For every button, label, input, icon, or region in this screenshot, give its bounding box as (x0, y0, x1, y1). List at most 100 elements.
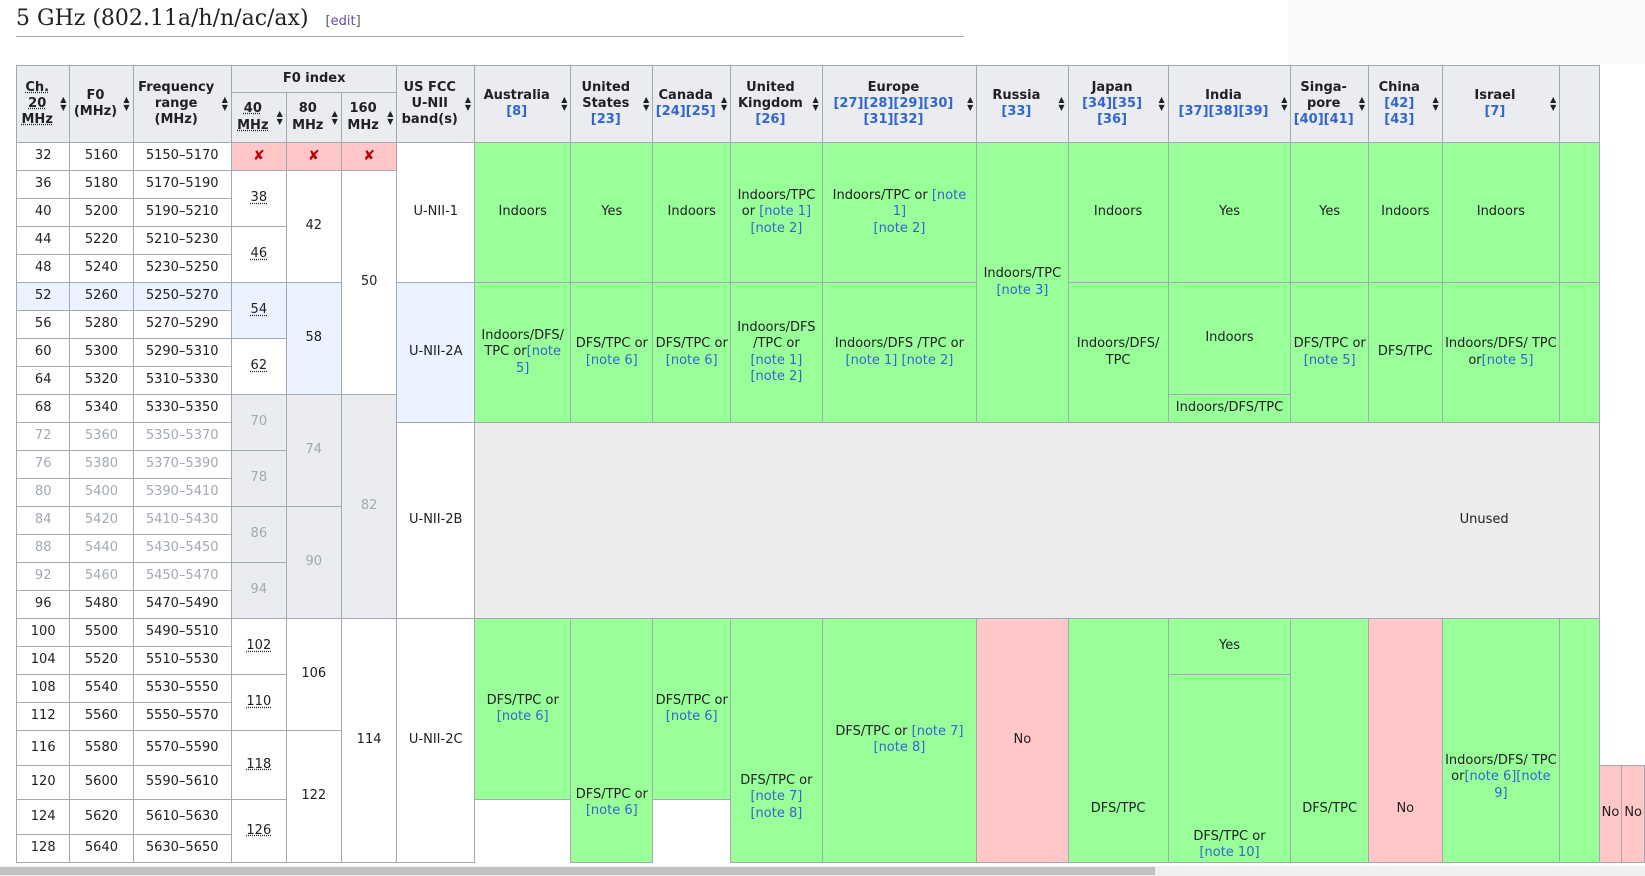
col-header-40mhz[interactable]: 40 MHz ▲ ▼ (230, 92, 287, 143)
col-header-united-kingdom[interactable]: United Kingdom [26] ▲ ▼ (730, 65, 823, 143)
cell-next (1559, 282, 1600, 423)
col-header-india[interactable]: India [37][38][39] ▲ ▼ (1167, 65, 1292, 143)
ref-link[interactable]: [27][28][29][30][31][32] (833, 95, 954, 128)
col-header-channel[interactable]: Ch. 20 MHz ▲ ▼ (16, 65, 71, 143)
cell-australia: Indoors (474, 142, 572, 283)
note-link[interactable]: [note 3] (996, 282, 1049, 298)
note-link[interactable]: [note 6] (665, 709, 718, 724)
cell-freq-range: 5470–5490 (132, 590, 232, 619)
country-name: Japan (1091, 79, 1133, 95)
edit-bracket-open: [ (325, 14, 331, 29)
table-row: 124 5620 5610–5630 126 (16, 799, 1645, 863)
note-link[interactable]: [note 6] (585, 803, 638, 819)
cell-singapore: DFS/TPC (1290, 618, 1369, 863)
cell-freq-range: 5250–5270 (132, 282, 232, 311)
cell-israel: Indoors/DFS/ TPC or[note 6][note 9] (1441, 618, 1561, 863)
note-link[interactable]: [note 9] (1494, 769, 1551, 801)
col-header-israel[interactable]: Israel [7] ▲ ▼ (1441, 65, 1561, 143)
ref-link[interactable]: [23] (590, 112, 621, 128)
ref-link[interactable]: [26] (755, 112, 786, 128)
cell-australia: DFS/TPC or [note 6] (474, 618, 572, 800)
horizontal-scrollbar[interactable] (0, 866, 1645, 876)
table-row: 112 5560 5550–5570 (16, 702, 1645, 731)
note-link[interactable]: [note 6] (585, 352, 638, 368)
sort-icon: ▲ ▼ (464, 95, 472, 112)
note-link[interactable]: [note 6] (665, 352, 718, 368)
ref-link[interactable]: [37][38][39] (1178, 104, 1269, 119)
note-link[interactable]: [note 1] (845, 352, 898, 368)
note-link[interactable]: [note 2] (901, 352, 954, 368)
col-header-china[interactable]: China [42][43] ▲ ▼ (1367, 65, 1443, 143)
note-link[interactable]: [note 5] (1481, 352, 1534, 368)
col-header-united-states[interactable]: United States [23] ▲ ▼ (570, 65, 654, 143)
cell-singapore: Yes (1290, 142, 1369, 283)
ref-link[interactable]: [34][35][36] (1082, 95, 1143, 128)
note-link[interactable]: [note 5] (516, 344, 562, 376)
cell-australia: No (1598, 764, 1623, 863)
cell-united-states: DFS/TPC or [note 6] (570, 282, 654, 423)
sort-icon: ▲ ▼ (1550, 95, 1557, 112)
note-link[interactable]: [note 2] (873, 220, 926, 236)
ref-link[interactable]: [8] (506, 104, 528, 119)
col-header-russia[interactable]: Russia [33] ▲ ▼ (976, 65, 1069, 143)
col-header-europe[interactable]: Europe [27][28][29][30][31][32] ▲ ▼ (821, 65, 978, 143)
cell-europe: Indoors/DFS /TPC or [note 1] [note 2] (821, 282, 978, 423)
note-link[interactable]: [note 10] (1199, 845, 1260, 861)
col-header-160mhz[interactable]: 160 MHz ▲ ▼ (340, 92, 398, 143)
cell-text: Indoors/DFS/ TPC or (1445, 753, 1557, 785)
edit-link[interactable]: edit (330, 14, 356, 29)
col-header-canada[interactable]: Canada [24][25] ▲ ▼ (652, 65, 732, 143)
cell-band: U-NII-1 (396, 142, 476, 283)
not-available-icon: ✘ (340, 142, 398, 171)
cell-f0: 5360 (69, 422, 134, 451)
ref-link[interactable]: [24][25] (655, 104, 716, 119)
cell-india: Yes (1167, 618, 1292, 675)
country-name: United Kingdom (737, 79, 803, 111)
col-label-channel: Ch. 20 MHz (21, 79, 53, 128)
cell-united-kingdom: Indoors/TPC or [note 1] [note 2] (730, 142, 823, 283)
ref-link[interactable]: [42][43] (1384, 95, 1415, 128)
table-row: 56 5280 5270–5290 (16, 310, 1645, 339)
table-row: 96 5480 5470–5490 (16, 590, 1645, 619)
col-header-f0[interactable]: F0 (MHz) ▲ ▼ (69, 65, 134, 143)
col-label-80mhz: 80 MHz (292, 101, 324, 133)
note-link[interactable]: [note 2] (750, 220, 803, 236)
note-link[interactable]: [note 7] (750, 789, 803, 805)
cell-channel: 36 (16, 170, 71, 199)
note-link[interactable]: [note 6] (1464, 769, 1517, 785)
note-link[interactable]: [note 1] (759, 204, 812, 220)
note-link[interactable]: [note 6] (496, 709, 549, 724)
cell-channel: 96 (16, 590, 71, 619)
sort-icon: ▲ ▼ (1281, 95, 1288, 112)
table-row: 76 5380 5370–5390 78 (16, 450, 1645, 507)
col-header-freq-range[interactable]: Frequency range (MHz) ▲ ▼ (132, 65, 232, 143)
scrollbar-thumb[interactable] (0, 867, 1155, 875)
not-available-icon: ✘ (285, 142, 342, 171)
note-link[interactable]: [note 8] (873, 740, 926, 756)
col-header-australia[interactable]: Australia [8] ▲ ▼ (474, 65, 572, 143)
note-link[interactable]: [note 1] (892, 188, 967, 220)
note-link[interactable]: [note 2] (750, 368, 803, 384)
cell-index-80: 122 (285, 730, 342, 863)
cell-f0: 5500 (69, 618, 134, 647)
cell-freq-range: 5210–5230 (132, 226, 232, 255)
note-link[interactable]: [note 7] (911, 724, 964, 739)
col-header-80mhz[interactable]: 80 MHz ▲ ▼ (285, 92, 342, 143)
cell-channel: 72 (16, 422, 71, 451)
note-link[interactable]: [note 8] (750, 805, 803, 821)
cell-freq-range: 5190–5210 (132, 198, 232, 227)
ref-link[interactable]: [40][41] (1293, 112, 1354, 128)
cell-f0: 5160 (69, 142, 134, 171)
note-link[interactable]: [note 1] (750, 352, 803, 368)
ref-link[interactable]: [33] (1001, 104, 1032, 119)
cell-text: DFS/TPC or (655, 336, 728, 352)
note-link[interactable]: [note 5] (1303, 352, 1356, 368)
sort-icon: ▲ ▼ (721, 95, 728, 112)
cell-index-40: 118 (230, 730, 287, 800)
table-row: 40 5200 5190–5210 (16, 198, 1645, 227)
ref-link[interactable]: [7] (1484, 104, 1506, 119)
col-header-singapore[interactable]: Singa- pore [40][41] ▲ ▼ (1290, 65, 1369, 143)
cell-channel: 124 (16, 799, 71, 835)
col-header-japan[interactable]: Japan [34][35][36] ▲ ▼ (1067, 65, 1169, 143)
col-header-fcc-band[interactable]: US FCC U-NII band(s) ▲ ▼ (396, 65, 476, 143)
